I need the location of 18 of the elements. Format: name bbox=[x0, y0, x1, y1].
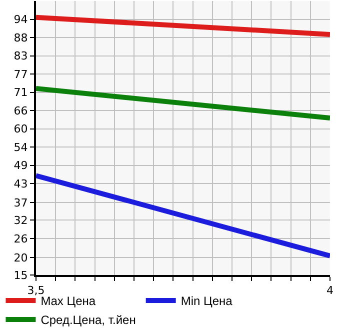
y-tick-label: 54 bbox=[14, 140, 28, 154]
y-tick-label: 94 bbox=[14, 13, 28, 26]
y-tick-label: 20 bbox=[14, 251, 28, 264]
y-tick-label: 32 bbox=[14, 214, 28, 228]
y-tick-label: 66 bbox=[14, 104, 28, 118]
y-tick-label: 15 bbox=[14, 268, 28, 282]
y-tick-label: 49 bbox=[14, 159, 28, 172]
y-tick-label: 83 bbox=[14, 50, 28, 63]
y-tick-label: 71 bbox=[14, 86, 28, 100]
y-tick-label: 37 bbox=[14, 196, 28, 210]
y-tick-label: 43 bbox=[14, 178, 28, 191]
y-tick-label: 26 bbox=[14, 232, 28, 246]
y-tick-label: 77 bbox=[14, 68, 28, 81]
y-tick-label: 88 bbox=[14, 31, 28, 44]
y-tick-label: 60 bbox=[14, 122, 28, 136]
legend-label: Min Цена bbox=[180, 294, 233, 308]
x-tick-label: 4 bbox=[326, 284, 334, 298]
legend-label: Сред.Цена, т.йен bbox=[40, 313, 136, 328]
